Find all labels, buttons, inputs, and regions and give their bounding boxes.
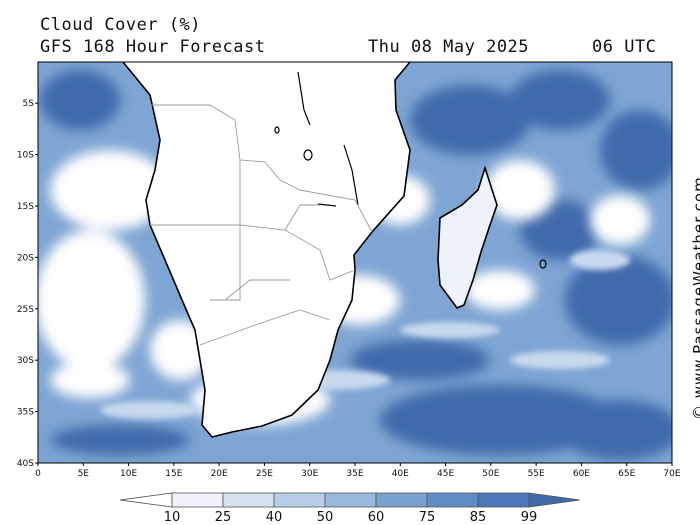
colorbar-label: 99 [521,510,538,525]
colorbar-legend: 10 25 40 50 60 75 85 99 [119,492,581,525]
colorbar-label: 10 [164,510,181,525]
colorbar-label: 85 [470,510,487,525]
colorbar-swatch [273,492,326,508]
colorbar-label: 75 [419,510,436,525]
latitude-label: 35S [17,408,34,418]
colorbar-swatch [171,492,224,508]
forecast-label: GFS 168 Hour Forecast [40,37,266,57]
forecast-time: 06 UTC [592,37,657,57]
colorbar-swatch [222,492,275,508]
longitude-label: 5E [78,469,90,479]
longitude-label: 35E [346,469,363,479]
longitude-label: 15E [165,469,182,479]
colorbar-label: 60 [368,510,385,525]
forecast-date: Thu 08 May 2025 [368,37,530,57]
colorbar-label: 25 [215,510,232,525]
latitude-label: 20S [17,253,34,263]
longitude-label: 45E [437,469,454,479]
longitude-label: 25E [256,469,273,479]
colorbar-swatch [477,492,530,508]
colorbar-low-arrow [119,492,173,508]
colorbar-swatch [375,492,428,508]
latitude-label: 30S [17,356,34,366]
colorbar-swatch [426,492,479,508]
longitude-label: 50E [482,469,499,479]
colorbar-swatch [324,492,377,508]
latitude-label: 5S [23,99,35,109]
longitude-label: 60E [573,469,590,479]
africa-landmass [123,62,410,437]
colorbar-high-arrow [528,492,581,508]
longitude-label: 55E [528,469,545,479]
longitude-label: 65E [618,469,635,479]
map-title: Cloud Cover (%) [40,15,202,35]
latitude-label: 25S [17,305,34,315]
longitude-axis: 0 5E 10E 15E 20E 25E 30E 35E 40E 45E 50E 55E 60E 65E 7… [35,463,681,479]
longitude-label: 40E [392,469,409,479]
latitude-label: 15S [17,202,34,212]
colorbar-label: 40 [266,510,283,525]
colorbar-label: 50 [317,510,334,525]
longitude-label: 30E [301,469,318,479]
latitude-label: 40S [17,459,34,469]
longitude-label: 20E [211,469,228,479]
latitude-axis: 5S 10S 15S 20S 25S 30S 35S 40S [17,99,38,469]
longitude-label: 70E [663,469,680,479]
cloud-field [38,62,672,460]
longitude-label: 10E [120,469,137,479]
madagascar-landmass [438,168,497,308]
longitude-label: 0 [35,469,41,479]
latitude-label: 10S [17,151,34,161]
